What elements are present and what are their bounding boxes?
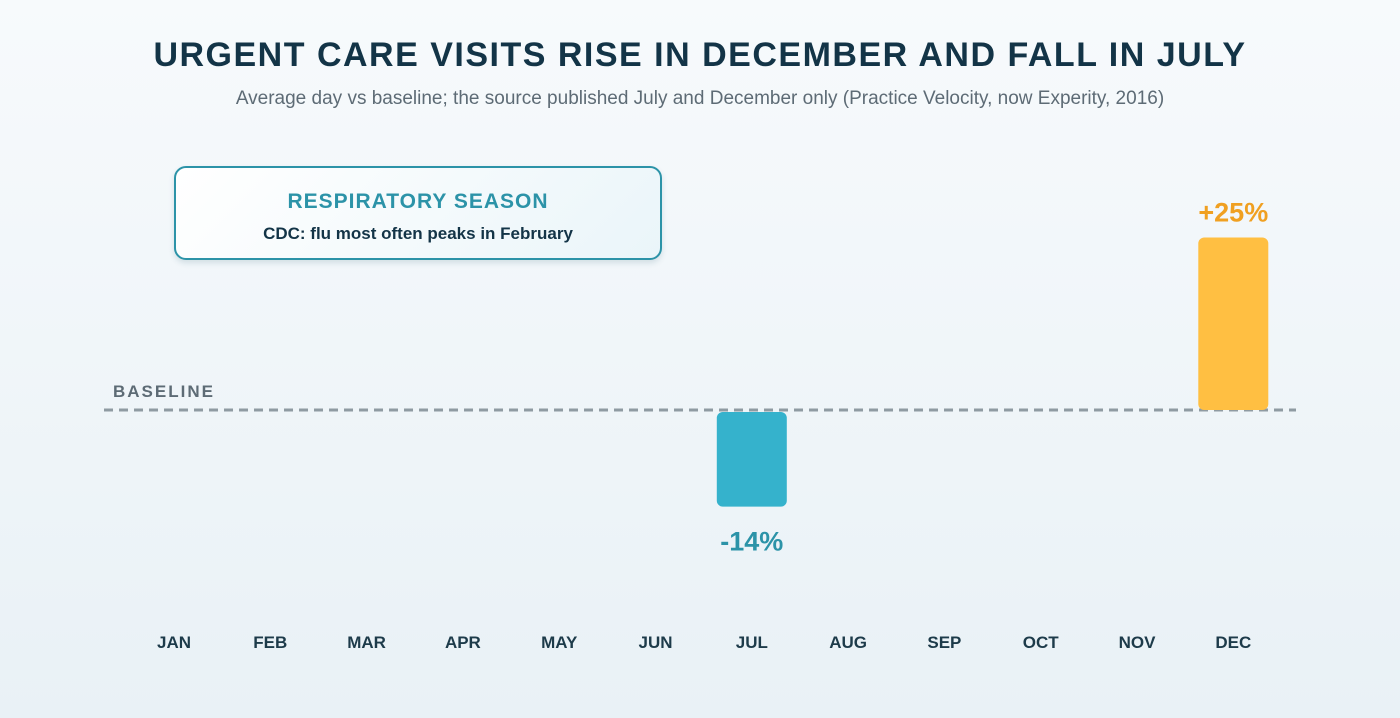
x-tick-dec: DEC <box>1215 633 1251 652</box>
x-tick-sep: SEP <box>927 633 961 652</box>
bar-dec <box>1198 237 1269 410</box>
callout-text: CDC: flu most often peaks in February <box>263 224 573 243</box>
bar-jul <box>716 412 787 507</box>
baseline-label: BASELINE <box>113 382 215 401</box>
x-tick-jan: JAN <box>157 633 191 652</box>
callout-title: RESPIRATORY SEASON <box>287 190 549 213</box>
chart-title: URGENT CARE VISITS RISE IN DECEMBER AND … <box>153 36 1247 74</box>
x-tick-nov: NOV <box>1119 633 1157 652</box>
x-tick-jul: JUL <box>736 633 768 652</box>
chart-subtitle: Average day vs baseline; the source publ… <box>235 88 1165 109</box>
respiratory-season-callout: RESPIRATORY SEASON CDC: flu most often p… <box>174 166 662 260</box>
x-tick-may: MAY <box>541 633 578 652</box>
data-label-dec: +25% <box>1198 198 1268 228</box>
x-tick-apr: APR <box>445 633 481 652</box>
x-tick-aug: AUG <box>829 633 867 652</box>
x-tick-jun: JUN <box>638 633 672 652</box>
data-label-jul: -14% <box>720 527 783 557</box>
x-tick-oct: OCT <box>1023 633 1060 652</box>
x-tick-mar: MAR <box>347 633 386 652</box>
x-tick-feb: FEB <box>253 633 287 652</box>
